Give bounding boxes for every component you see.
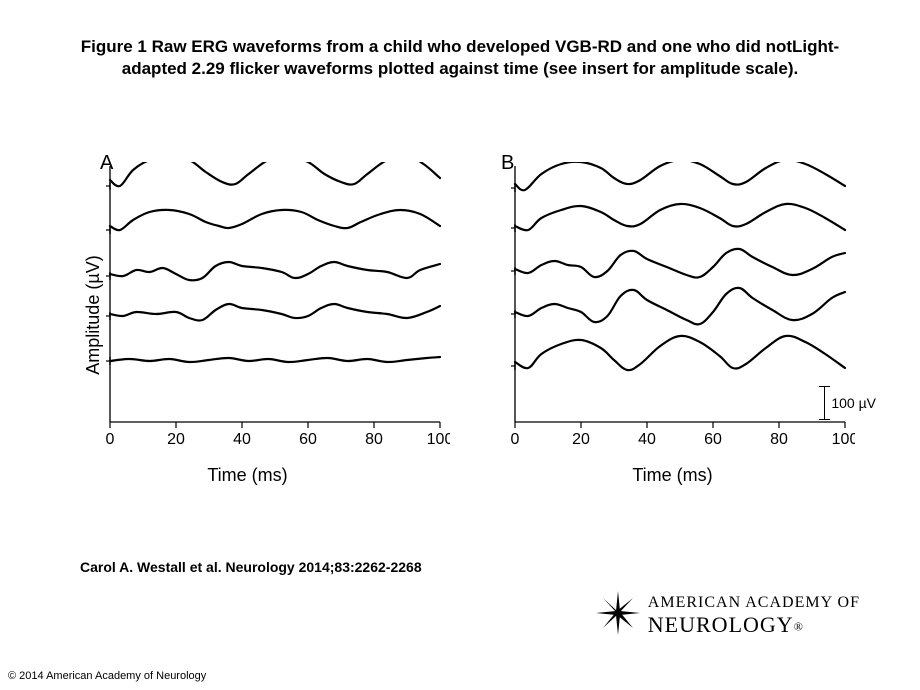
amplitude-scale-bar: 100 µV — [824, 386, 876, 420]
publisher-logo: AMERICAN ACADEMY OF NEUROLOGY® — [596, 591, 860, 640]
svg-text:40: 40 — [638, 431, 656, 448]
logo-line2: NEUROLOGY® — [648, 612, 860, 638]
svg-text:80: 80 — [770, 431, 788, 448]
scale-bar-label: 100 µV — [831, 395, 876, 411]
copyright-text: © 2014 American Academy of Neurology — [8, 670, 206, 682]
x-axis-label-b: Time (ms) — [632, 465, 712, 486]
panel-b: B Time (ms) 020406080100 100 µV — [465, 150, 880, 480]
plots-container: A Amplitude (µV) Time (ms) 020406080100 … — [40, 150, 880, 480]
svg-text:100: 100 — [832, 431, 855, 448]
panel-b-svg: 0 20 40 60 80 100 — [495, 162, 855, 462]
logo-line1: AMERICAN ACADEMY OF — [648, 594, 860, 612]
citation: Carol A. Westall et al. Neurology 2014;8… — [80, 559, 422, 575]
figure-title: Figure 1 Raw ERG waveforms from a child … — [60, 36, 860, 80]
panel-a-svg: 0 20 40 60 80 100 — [90, 162, 450, 462]
panel-a: A Amplitude (µV) Time (ms) 020406080100 — [40, 150, 455, 480]
svg-text:0: 0 — [511, 431, 520, 448]
svg-text:0: 0 — [106, 431, 115, 448]
svg-text:60: 60 — [299, 431, 317, 448]
svg-text:20: 20 — [167, 431, 185, 448]
logo-star-icon — [596, 591, 640, 640]
scale-bar-cap-bot — [819, 419, 830, 420]
svg-text:40: 40 — [233, 431, 251, 448]
x-axis-label-a: Time (ms) — [207, 465, 287, 486]
svg-text:80: 80 — [365, 431, 383, 448]
logo-line2-text: NEUROLOGY — [648, 612, 794, 637]
svg-text:100: 100 — [427, 431, 450, 448]
svg-text:20: 20 — [572, 431, 590, 448]
figure-page: Figure 1 Raw ERG waveforms from a child … — [0, 0, 920, 690]
scale-bar-line — [824, 386, 825, 420]
scale-bar-cap-top — [819, 386, 830, 387]
logo-registered: ® — [794, 619, 804, 633]
svg-text:60: 60 — [704, 431, 722, 448]
